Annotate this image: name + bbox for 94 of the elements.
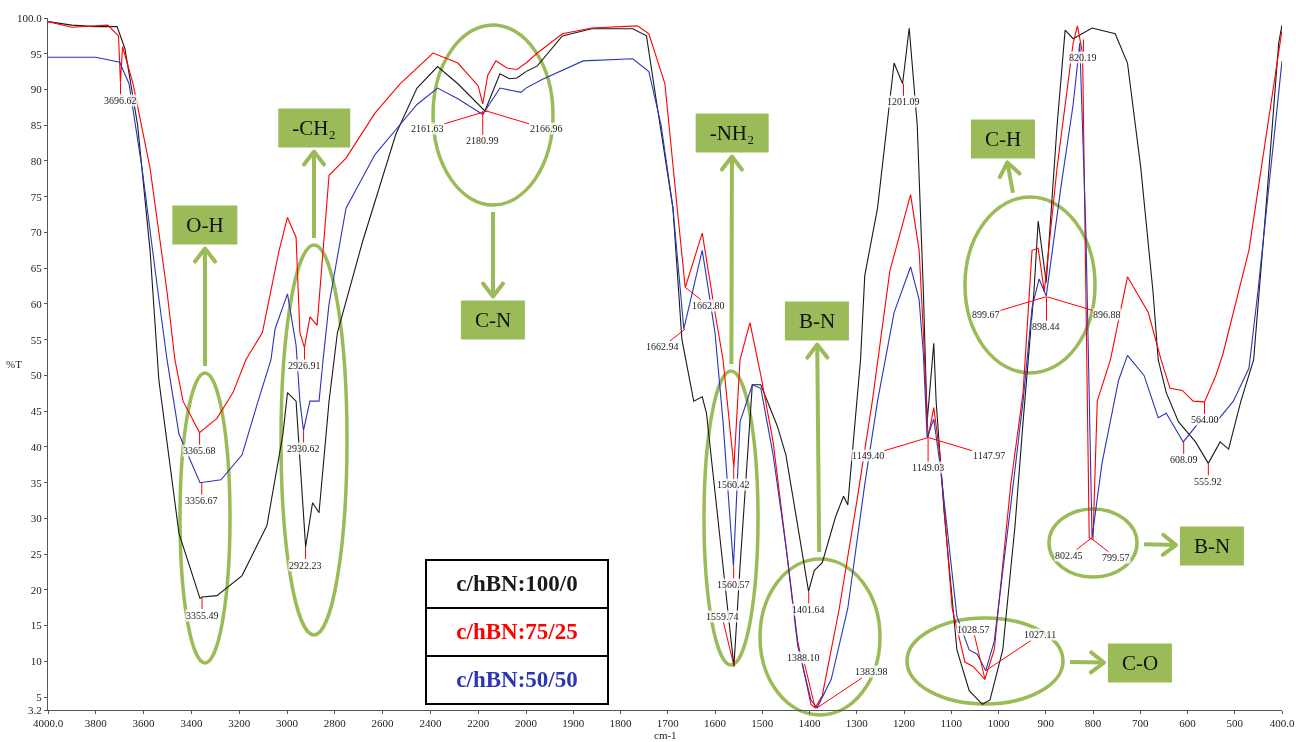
annotation: C-H	[970, 119, 1036, 159]
annotation: B-N	[1179, 526, 1245, 566]
x-tick-label: 1000	[987, 717, 1010, 730]
y-tick-label: 60	[30, 297, 43, 310]
y-tick-label: 70	[30, 226, 43, 239]
x-tick-label: 1800	[609, 717, 632, 730]
y-tick-label: 100.0	[17, 11, 43, 24]
annotation: 820.19	[1069, 52, 1097, 63]
x-tick-label: 1100	[940, 717, 963, 730]
x-tick-label: 2800	[323, 717, 347, 730]
y-tick-label: 85	[30, 119, 43, 132]
y-tick-label: 95	[30, 47, 43, 60]
annotation: 2166.96	[530, 123, 563, 134]
annotation: 1560.42	[717, 479, 750, 490]
annotation: 799.57	[1102, 552, 1130, 563]
y-axis-title: %T	[6, 358, 23, 370]
x-tick-label: 3600	[132, 717, 156, 730]
x-axis-title: cm-1	[654, 729, 677, 741]
annotation: 2180.99	[466, 135, 499, 146]
annotation: 1147.97	[973, 450, 1006, 461]
annotation: C-N	[460, 300, 526, 340]
y-tick-label: 55	[30, 333, 43, 346]
x-tick-label: 900	[1037, 717, 1055, 730]
y-tick-label: 20	[30, 583, 43, 596]
annotation: 1149.03	[912, 462, 945, 473]
annotation: 3696.62	[104, 95, 137, 106]
x-tick-label: 2400	[419, 717, 442, 730]
annotation: 2926.91	[288, 360, 321, 371]
x-tick-label: 500	[1226, 717, 1244, 730]
annotation: 1560.57	[717, 579, 750, 590]
x-tick-label: 3400	[180, 717, 203, 730]
annotation: 2161.63	[411, 123, 444, 134]
y-tick-label: 45	[30, 405, 43, 418]
x-tick-label: 1400	[798, 717, 821, 730]
y-tick-label: 75	[30, 190, 43, 203]
y-tick-label: 25	[30, 548, 43, 561]
x-tick-label: 700	[1132, 717, 1149, 730]
y-tick-label: 3.2	[28, 703, 42, 716]
y-tick-label: 50	[30, 369, 43, 382]
annotation: 898.44	[1032, 321, 1060, 332]
y-tick-label: 80	[30, 154, 43, 167]
annotation: 899.67	[972, 309, 1000, 320]
x-tick-label: 1300	[845, 717, 869, 730]
text: c/hBN:75/25	[425, 607, 609, 657]
x-tick-label: 3200	[228, 717, 251, 730]
annotation: 1388.10	[787, 652, 820, 663]
y-tick-label: 65	[30, 262, 43, 275]
annotation: 1149.40	[852, 450, 885, 461]
annotation: 1662.94	[646, 341, 679, 352]
annotation: 1401.64	[792, 604, 825, 615]
annotation: -CH₂	[278, 108, 350, 148]
y-tick-label: 15	[30, 619, 43, 632]
annotation: 608.09	[1170, 454, 1198, 465]
y-tick-label: 30	[30, 512, 43, 525]
annotation: 3356.67	[185, 495, 218, 506]
annotation: 1028.57	[957, 624, 990, 635]
x-tick-label: 3000	[276, 717, 299, 730]
y-tick-label: 40	[30, 440, 43, 453]
annotation: 555.92	[1194, 476, 1222, 487]
annotation: 1383.98	[855, 666, 888, 677]
x-tick-label: 1900	[562, 717, 585, 730]
x-tick-label: 600	[1179, 717, 1197, 730]
x-tick-label: 3800	[84, 717, 108, 730]
annotation: C-O	[1107, 643, 1173, 683]
x-tick-label: 4000.0	[32, 717, 64, 730]
annotation: 1027.11	[1024, 629, 1057, 640]
annotation: O-H	[172, 205, 238, 245]
annotation: 3355.49	[186, 610, 219, 621]
annotation: 1662.80	[692, 300, 725, 311]
x-tick-label: 1500	[751, 717, 774, 730]
text: c/hBN:50/50	[425, 655, 609, 705]
annotation: B-N	[784, 301, 850, 341]
x-tick-label: 800	[1084, 717, 1102, 730]
x-tick-label: 2000	[515, 717, 538, 730]
x-tick-label: 1700	[656, 717, 680, 730]
x-tick-label: 400.0	[1269, 717, 1295, 730]
annotation: 2930.62	[287, 443, 320, 454]
annotation: 3365.68	[183, 445, 216, 456]
annotation: -NH₂	[695, 113, 769, 153]
annotation: 2922.23	[289, 560, 322, 571]
annotation: 802.45	[1055, 550, 1083, 561]
annotation: 1201.09	[887, 96, 920, 107]
y-tick-label: 10	[30, 655, 43, 668]
x-tick-label: 2200	[467, 717, 490, 730]
x-tick-label: 1600	[704, 717, 727, 730]
annotation: 564.00	[1191, 414, 1219, 425]
annotation: 1559.74	[706, 611, 739, 622]
y-tick-label: 90	[30, 83, 43, 96]
text: c/hBN:100/0	[425, 559, 609, 609]
x-tick-label: 1200	[893, 717, 916, 730]
y-tick-label: 35	[30, 476, 43, 489]
annotation: 896.88	[1093, 309, 1121, 320]
y-tick-label: 5	[36, 690, 43, 703]
x-tick-label: 2600	[371, 717, 395, 730]
